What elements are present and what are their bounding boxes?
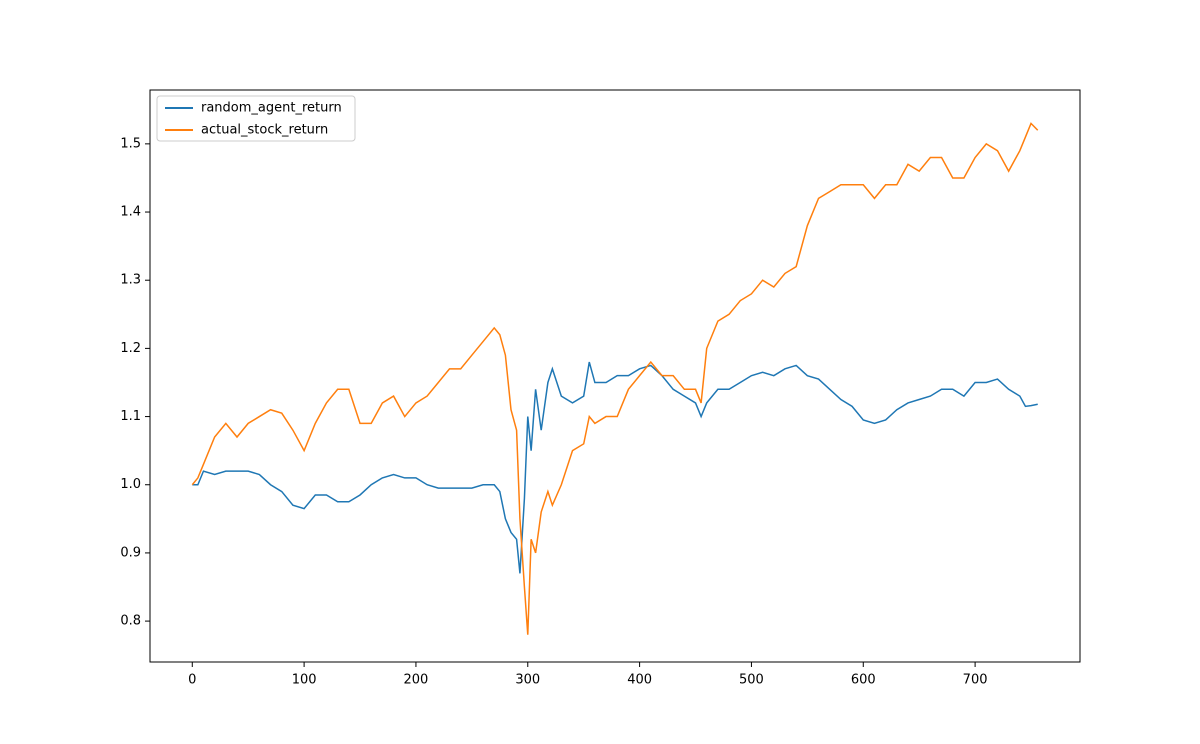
x-tick-label: 500 xyxy=(739,673,764,688)
plot-area xyxy=(149,89,1081,663)
y-tick-label: 1.1 xyxy=(120,409,141,424)
y-tick-label: 1.5 xyxy=(120,136,141,151)
line xyxy=(192,361,1038,574)
y-tick-label: 0.8 xyxy=(120,614,141,629)
x-tick-label: 100 xyxy=(292,673,317,688)
x-tick-label: 300 xyxy=(515,673,540,688)
y-tick-label: 1.3 xyxy=(120,273,141,288)
x-tick-label: 400 xyxy=(627,673,652,688)
y-tick-label: 1.0 xyxy=(120,477,141,492)
y-tick-label: 1.4 xyxy=(120,205,141,220)
x-tick-label: 200 xyxy=(404,673,429,688)
y-tick-label: 0.9 xyxy=(120,545,141,560)
legend-label: random_agent_return xyxy=(201,101,342,116)
x-tick-label: 700 xyxy=(963,673,988,688)
y-tick-label: 1.2 xyxy=(120,341,141,356)
legend-label: actual_stock_return xyxy=(201,123,328,138)
x-tick-label: 0 xyxy=(188,673,196,688)
x-tick-label: 600 xyxy=(851,673,876,688)
legend-box xyxy=(156,95,356,142)
line xyxy=(191,122,1039,635)
